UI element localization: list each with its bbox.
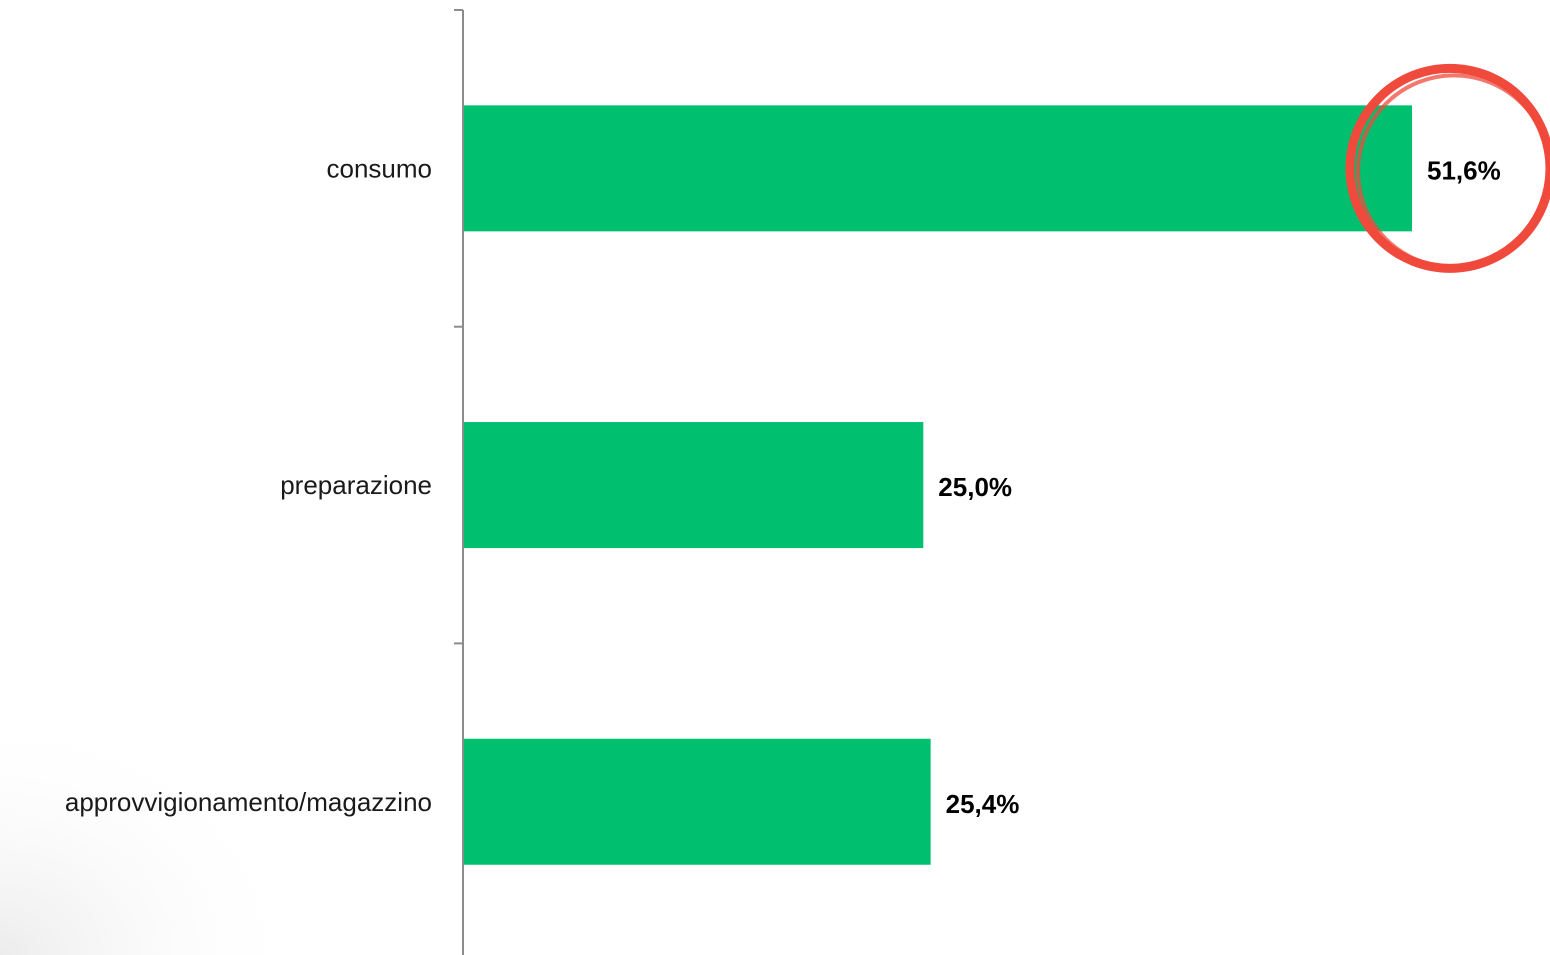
bar-0	[464, 105, 1412, 232]
highlight	[1345, 63, 1550, 273]
category-axis	[454, 9, 464, 955]
bars	[464, 105, 1412, 865]
bar-1	[464, 422, 924, 549]
highlight-brush-tail	[1502, 190, 1550, 253]
highlight-circle-stroke	[1356, 73, 1550, 270]
data-label: 51,6%	[1427, 155, 1501, 185]
category-label: preparazione	[280, 470, 432, 500]
data-label: 25,0%	[938, 472, 1012, 502]
labels: consumo 51,6% preparazione 25,0% approvvigio…	[65, 153, 1501, 818]
background-glow	[0, 500, 560, 955]
category-label: consumo	[327, 153, 433, 183]
bar-2	[464, 738, 931, 865]
category-label: approvvigionamento/magazzino	[65, 787, 432, 817]
data-label: 25,4%	[946, 789, 1020, 819]
